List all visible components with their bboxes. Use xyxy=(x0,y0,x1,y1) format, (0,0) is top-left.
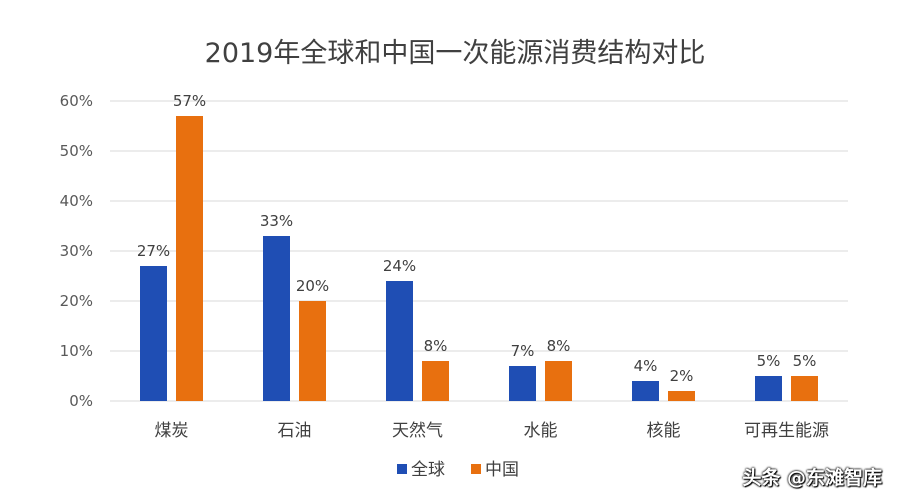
x-tick-label: 核能 xyxy=(647,421,681,441)
watermark: 头条 @东滩智库 xyxy=(742,467,882,489)
bar-global xyxy=(263,236,290,401)
y-tick-label: 30% xyxy=(60,242,93,260)
chart-title: 2019年全球和中国一次能源消费结构对比 xyxy=(205,38,706,69)
data-label: 27% xyxy=(137,242,170,260)
data-label: 8% xyxy=(424,337,448,355)
x-tick-label: 煤炭 xyxy=(155,421,189,441)
x-tick-label: 石油 xyxy=(278,421,312,441)
gridlines xyxy=(110,100,848,402)
bar-china xyxy=(545,361,572,401)
y-tick-label: 20% xyxy=(60,292,93,310)
bar-global xyxy=(386,281,413,401)
bar-china xyxy=(791,376,818,401)
data-label: 8% xyxy=(547,337,571,355)
x-tick-label: 可再生能源 xyxy=(744,421,829,441)
legend-label: 全球 xyxy=(411,460,445,480)
data-label: 7% xyxy=(511,342,535,360)
data-label: 5% xyxy=(793,352,817,370)
axis-labels: 0% 10% 20% 30% 40% 50% 60% 煤炭 石油 天然气 水能 核能 可再生能源 xyxy=(60,92,829,441)
legend-swatch xyxy=(471,464,481,474)
legend-label: 中国 xyxy=(485,460,519,480)
bar-china xyxy=(299,301,326,401)
data-label: 5% xyxy=(757,352,781,370)
y-tick-label: 0% xyxy=(69,392,93,410)
bar-global xyxy=(140,266,167,401)
bar-global xyxy=(509,366,536,401)
data-label: 57% xyxy=(173,92,206,110)
data-labels: 27% 57% 33% 20% 24% 8% 7% 8% 4% 2% 5% 5% xyxy=(137,92,817,385)
y-tick-label: 60% xyxy=(60,92,93,110)
data-label: 20% xyxy=(296,277,329,295)
data-label: 33% xyxy=(260,212,293,230)
y-tick-label: 40% xyxy=(60,192,93,210)
y-tick-label: 10% xyxy=(60,342,93,360)
data-label: 24% xyxy=(383,257,416,275)
data-label: 2% xyxy=(670,367,694,385)
x-tick-label: 水能 xyxy=(524,421,558,441)
y-tick-label: 50% xyxy=(60,142,93,160)
legend: 全球 中国 xyxy=(397,460,519,480)
bar-china xyxy=(668,391,695,401)
x-tick-label: 天然气 xyxy=(392,421,443,441)
bar-global xyxy=(755,376,782,401)
bar-china xyxy=(422,361,449,401)
bar-china xyxy=(176,116,203,401)
bars xyxy=(140,116,818,401)
legend-swatch xyxy=(397,464,407,474)
bar-global xyxy=(632,381,659,401)
data-label: 4% xyxy=(634,357,658,375)
